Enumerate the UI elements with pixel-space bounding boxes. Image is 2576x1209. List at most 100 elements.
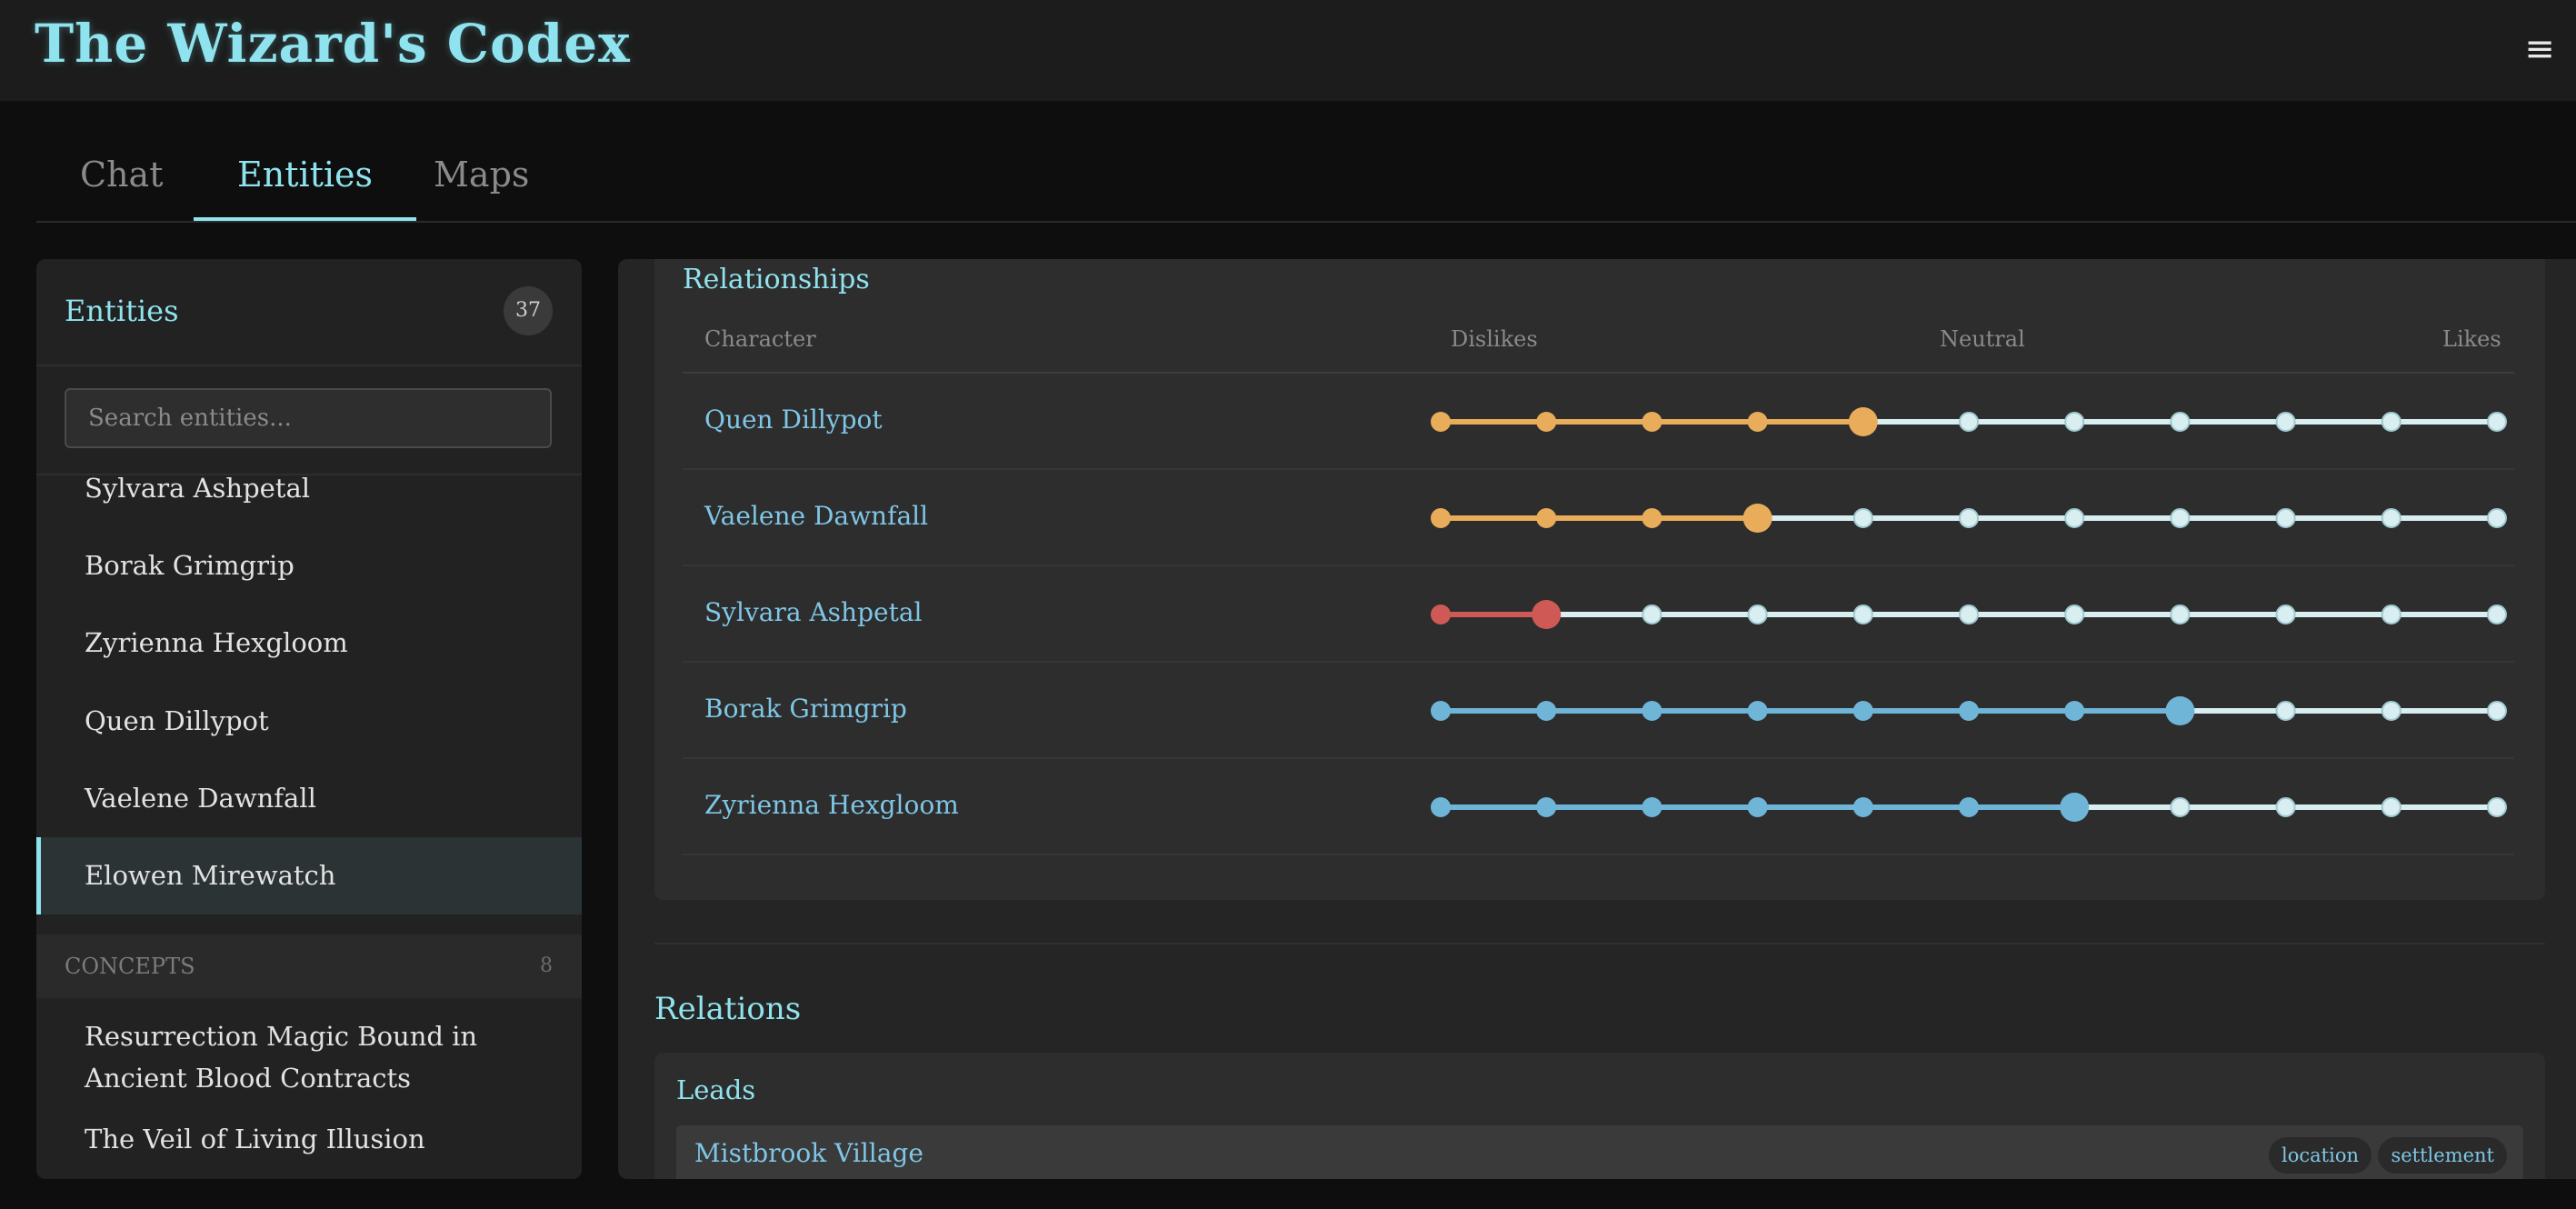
scale-dot-filled[interactable] (1431, 701, 1451, 721)
relationship-scale[interactable] (683, 374, 2514, 470)
scale-dot-filled[interactable] (2064, 701, 2085, 721)
scale-current-marker[interactable] (1532, 600, 1562, 629)
scale-dot-filled[interactable] (1852, 797, 1873, 817)
scale-dot-empty[interactable] (2064, 604, 2085, 624)
hamburger-menu-icon[interactable]: ≡ (2524, 28, 2555, 70)
list-item[interactable]: Zyrienna Hexgloom (85, 627, 348, 658)
relationship-scale[interactable] (683, 470, 2514, 566)
relationship-scale[interactable] (683, 759, 2514, 855)
entity-detail-panel: Relationships Character Dislikes Neutral… (618, 259, 2576, 1179)
search-entities-input[interactable] (65, 388, 552, 448)
scale-dot-filled[interactable] (1431, 797, 1451, 817)
list-item[interactable]: Sylvara Ashpetal (85, 475, 311, 504)
relationship-scale[interactable] (683, 663, 2514, 759)
relationship-row: Zyrienna Hexgloom (683, 759, 2514, 855)
scale-dot-filled[interactable] (1431, 604, 1451, 624)
list-item[interactable]: Vaelene Dawnfall (85, 783, 316, 814)
scale-dot-empty[interactable] (2064, 508, 2085, 528)
relationship-row: Borak Grimgrip (683, 663, 2514, 759)
sidebar-search-area (36, 366, 582, 475)
scale-dot-empty[interactable] (2487, 701, 2507, 721)
scale-dot-filled[interactable] (1536, 797, 1557, 817)
scale-dot-empty[interactable] (2487, 797, 2507, 817)
scale-dot-empty[interactable] (2275, 508, 2296, 528)
list-item[interactable]: Quen Dillypot (85, 705, 269, 736)
scale-dot-filled[interactable] (1852, 701, 1873, 721)
entity-count-badge: 37 (504, 286, 553, 335)
scale-dot-empty[interactable] (2381, 701, 2401, 721)
scale-dot-filled[interactable] (1747, 701, 1768, 721)
lead-item-name[interactable]: Mistbrook Village (694, 1138, 924, 1168)
tab-chat[interactable]: Chat (80, 155, 164, 195)
relationships-table: Character Dislikes Neutral Likes Quen Di… (683, 310, 2514, 855)
scale-dot-filled[interactable] (1959, 797, 1979, 817)
relationship-character-name[interactable]: Borak Grimgrip (704, 694, 907, 724)
scale-dot-filled[interactable] (1642, 508, 1662, 528)
scale-dot-empty[interactable] (2487, 412, 2507, 432)
scale-dot-empty[interactable] (2381, 412, 2401, 432)
scale-dot-filled[interactable] (1431, 412, 1451, 432)
scale-dot-filled[interactable] (1536, 701, 1557, 721)
relationship-character-name[interactable]: Quen Dillypot (704, 405, 883, 435)
scale-dot-empty[interactable] (2381, 604, 2401, 624)
entities-sidebar: Entities 37 Sylvara Ashpetal Borak Grimg… (36, 259, 582, 1179)
relationship-character-name[interactable]: Sylvara Ashpetal (704, 597, 923, 627)
relationships-card: Relationships Character Dislikes Neutral… (654, 259, 2545, 900)
scale-dot-filled[interactable] (1642, 701, 1662, 721)
entity-list: Sylvara Ashpetal Borak Grimgrip Zyrienna… (36, 475, 582, 1179)
header-character: Character (704, 326, 816, 352)
tab-entities[interactable]: Entities (194, 155, 417, 221)
concepts-count: 8 (540, 954, 553, 977)
tag-badge: location (2269, 1137, 2371, 1174)
relationships-title: Relationships (683, 264, 870, 295)
lead-item[interactable]: Mistbrook Village location settlement (676, 1125, 2523, 1179)
scale-current-marker[interactable] (2060, 793, 2090, 822)
header-neutral: Neutral (1940, 326, 2025, 352)
scale-dot-empty[interactable] (2170, 508, 2191, 528)
scale-dot-filled[interactable] (1747, 797, 1768, 817)
scale-current-marker[interactable] (2165, 696, 2195, 725)
scale-dot-empty[interactable] (1642, 604, 1662, 624)
scale-dot-filled[interactable] (1747, 412, 1768, 432)
scale-current-marker[interactable] (1742, 504, 1772, 533)
relationship-character-name[interactable]: Vaelene Dawnfall (704, 501, 929, 531)
scale-dot-filled[interactable] (1536, 508, 1557, 528)
scale-dot-filled[interactable] (1642, 797, 1662, 817)
scale-dot-empty[interactable] (2170, 412, 2191, 432)
scale-current-marker[interactable] (1848, 407, 1878, 436)
scale-dot-empty[interactable] (2381, 508, 2401, 528)
header-likes: Likes (2442, 326, 2501, 352)
scale-dot-filled[interactable] (1536, 412, 1557, 432)
scale-dot-empty[interactable] (2275, 701, 2296, 721)
scale-dot-empty[interactable] (1959, 604, 1979, 624)
relationship-scale[interactable] (683, 566, 2514, 663)
app-title: The Wizard's Codex (35, 13, 631, 75)
scale-dot-filled[interactable] (1959, 701, 1979, 721)
concepts-section-header[interactable]: CONCEPTS 8 (36, 934, 582, 998)
scale-dot-empty[interactable] (2064, 412, 2085, 432)
scale-dot-empty[interactable] (1852, 604, 1873, 624)
scale-dot-empty[interactable] (2170, 604, 2191, 624)
scale-dot-filled[interactable] (1642, 412, 1662, 432)
tab-maps[interactable]: Maps (434, 155, 530, 195)
relationships-header-row: Character Dislikes Neutral Likes (683, 310, 2514, 374)
scale-dot-empty[interactable] (2381, 797, 2401, 817)
scale-dot-empty[interactable] (2487, 508, 2507, 528)
list-item[interactable]: The Veil of Living Illusion (85, 1124, 425, 1154)
scale-dot-empty[interactable] (2487, 604, 2507, 624)
scale-dot-empty[interactable] (1959, 412, 1979, 432)
relationship-character-name[interactable]: Zyrienna Hexgloom (704, 790, 959, 820)
relationship-row: Quen Dillypot (683, 374, 2514, 470)
sidebar-header: Entities 37 (36, 259, 582, 366)
scale-dot-empty[interactable] (2170, 797, 2191, 817)
scale-dot-empty[interactable] (1747, 604, 1768, 624)
scale-dot-filled[interactable] (1431, 508, 1451, 528)
scale-dot-empty[interactable] (1852, 508, 1873, 528)
scale-dot-empty[interactable] (2275, 604, 2296, 624)
list-item-selected[interactable]: Elowen Mirewatch (36, 837, 582, 914)
scale-dot-empty[interactable] (2275, 412, 2296, 432)
list-item[interactable]: Resurrection Magic Bound in Ancient Bloo… (85, 1021, 478, 1094)
list-item[interactable]: Borak Grimgrip (85, 550, 295, 581)
scale-dot-empty[interactable] (2275, 797, 2296, 817)
scale-dot-empty[interactable] (1959, 508, 1979, 528)
